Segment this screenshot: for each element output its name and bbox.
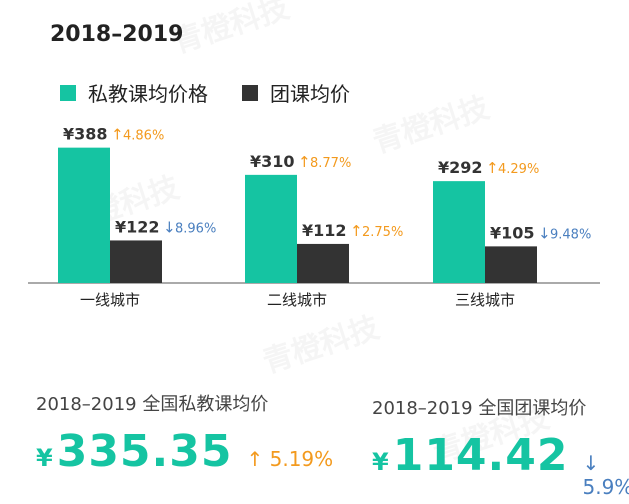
bar-private (245, 174, 297, 283)
summary-private: 2018–2019 全国私教课均价 ¥ 335.35 ↑ 5.19% (36, 390, 333, 477)
up-arrow-icon: ↑ (298, 153, 311, 171)
legend: 私教课均价格 团课均价 (60, 78, 384, 107)
down-arrow-icon: ↓ (538, 224, 551, 242)
category-label: 三线城市 (455, 291, 515, 309)
data-label: ¥310 (250, 152, 295, 171)
summary-private-currency: ¥ (36, 444, 53, 472)
summary-private-value: 335.35 (56, 426, 233, 477)
change-label: 8.77% (310, 156, 351, 171)
data-label: ¥292 (438, 158, 483, 177)
legend-label-group: 团课均价 (270, 82, 350, 106)
change-label: 8.96% (175, 221, 216, 236)
legend-swatch-private (60, 84, 76, 101)
bar-private (433, 181, 485, 283)
change-label: 4.29% (498, 162, 539, 177)
legend-item-private: 私教课均价格 (60, 78, 208, 107)
legend-label-private: 私教课均价格 (88, 82, 208, 106)
change-label: 4.86% (123, 129, 164, 144)
data-label: ¥388 (63, 125, 108, 144)
summary-group-change: ↓ 5.9% (583, 451, 629, 499)
summary-private-label: 2018–2019 全国私教课均价 (36, 394, 269, 415)
data-label: ¥105 (490, 223, 535, 242)
bar-group (110, 240, 162, 283)
up-arrow-icon: ↑ (246, 447, 264, 471)
up-arrow-icon: ↑ (486, 159, 499, 177)
data-label: ¥112 (302, 221, 347, 240)
bar-private (58, 147, 110, 283)
change-label: 2.75% (362, 225, 403, 240)
legend-item-group: 团课均价 (242, 78, 350, 107)
bar-group (297, 243, 349, 283)
down-arrow-icon: ↓ (582, 451, 600, 475)
summary-group-currency: ¥ (372, 448, 389, 476)
bar-chart: ¥388 ↑ 4.86%¥122 ↓ 8.96%一线城市¥310 ↑ 8.77%¥112 ↑ 2… (28, 125, 600, 309)
category-label: 二线城市 (267, 291, 327, 309)
summary-group: 2018–2019 全国团课均价 ¥ 114.42 ↓ 5.9% (372, 394, 629, 499)
chart-title: 2018–2019 (50, 22, 184, 47)
summary-group-label: 2018–2019 全国团课均价 (372, 398, 587, 419)
legend-swatch-group (242, 84, 258, 101)
data-label: ¥122 (115, 217, 160, 236)
summary-group-change-value: 5.9% (582, 475, 629, 499)
up-arrow-icon: ↑ (350, 222, 363, 240)
summary-private-change: ↑ 5.19% (247, 447, 334, 471)
summary-group-value: 114.42 (392, 430, 569, 481)
category-label: 一线城市 (80, 291, 140, 309)
up-arrow-icon: ↑ (111, 126, 124, 144)
down-arrow-icon: ↓ (163, 218, 176, 236)
change-label: 9.48% (550, 227, 591, 242)
summary-private-change-value: 5.19% (269, 447, 334, 471)
bar-group (485, 246, 537, 283)
